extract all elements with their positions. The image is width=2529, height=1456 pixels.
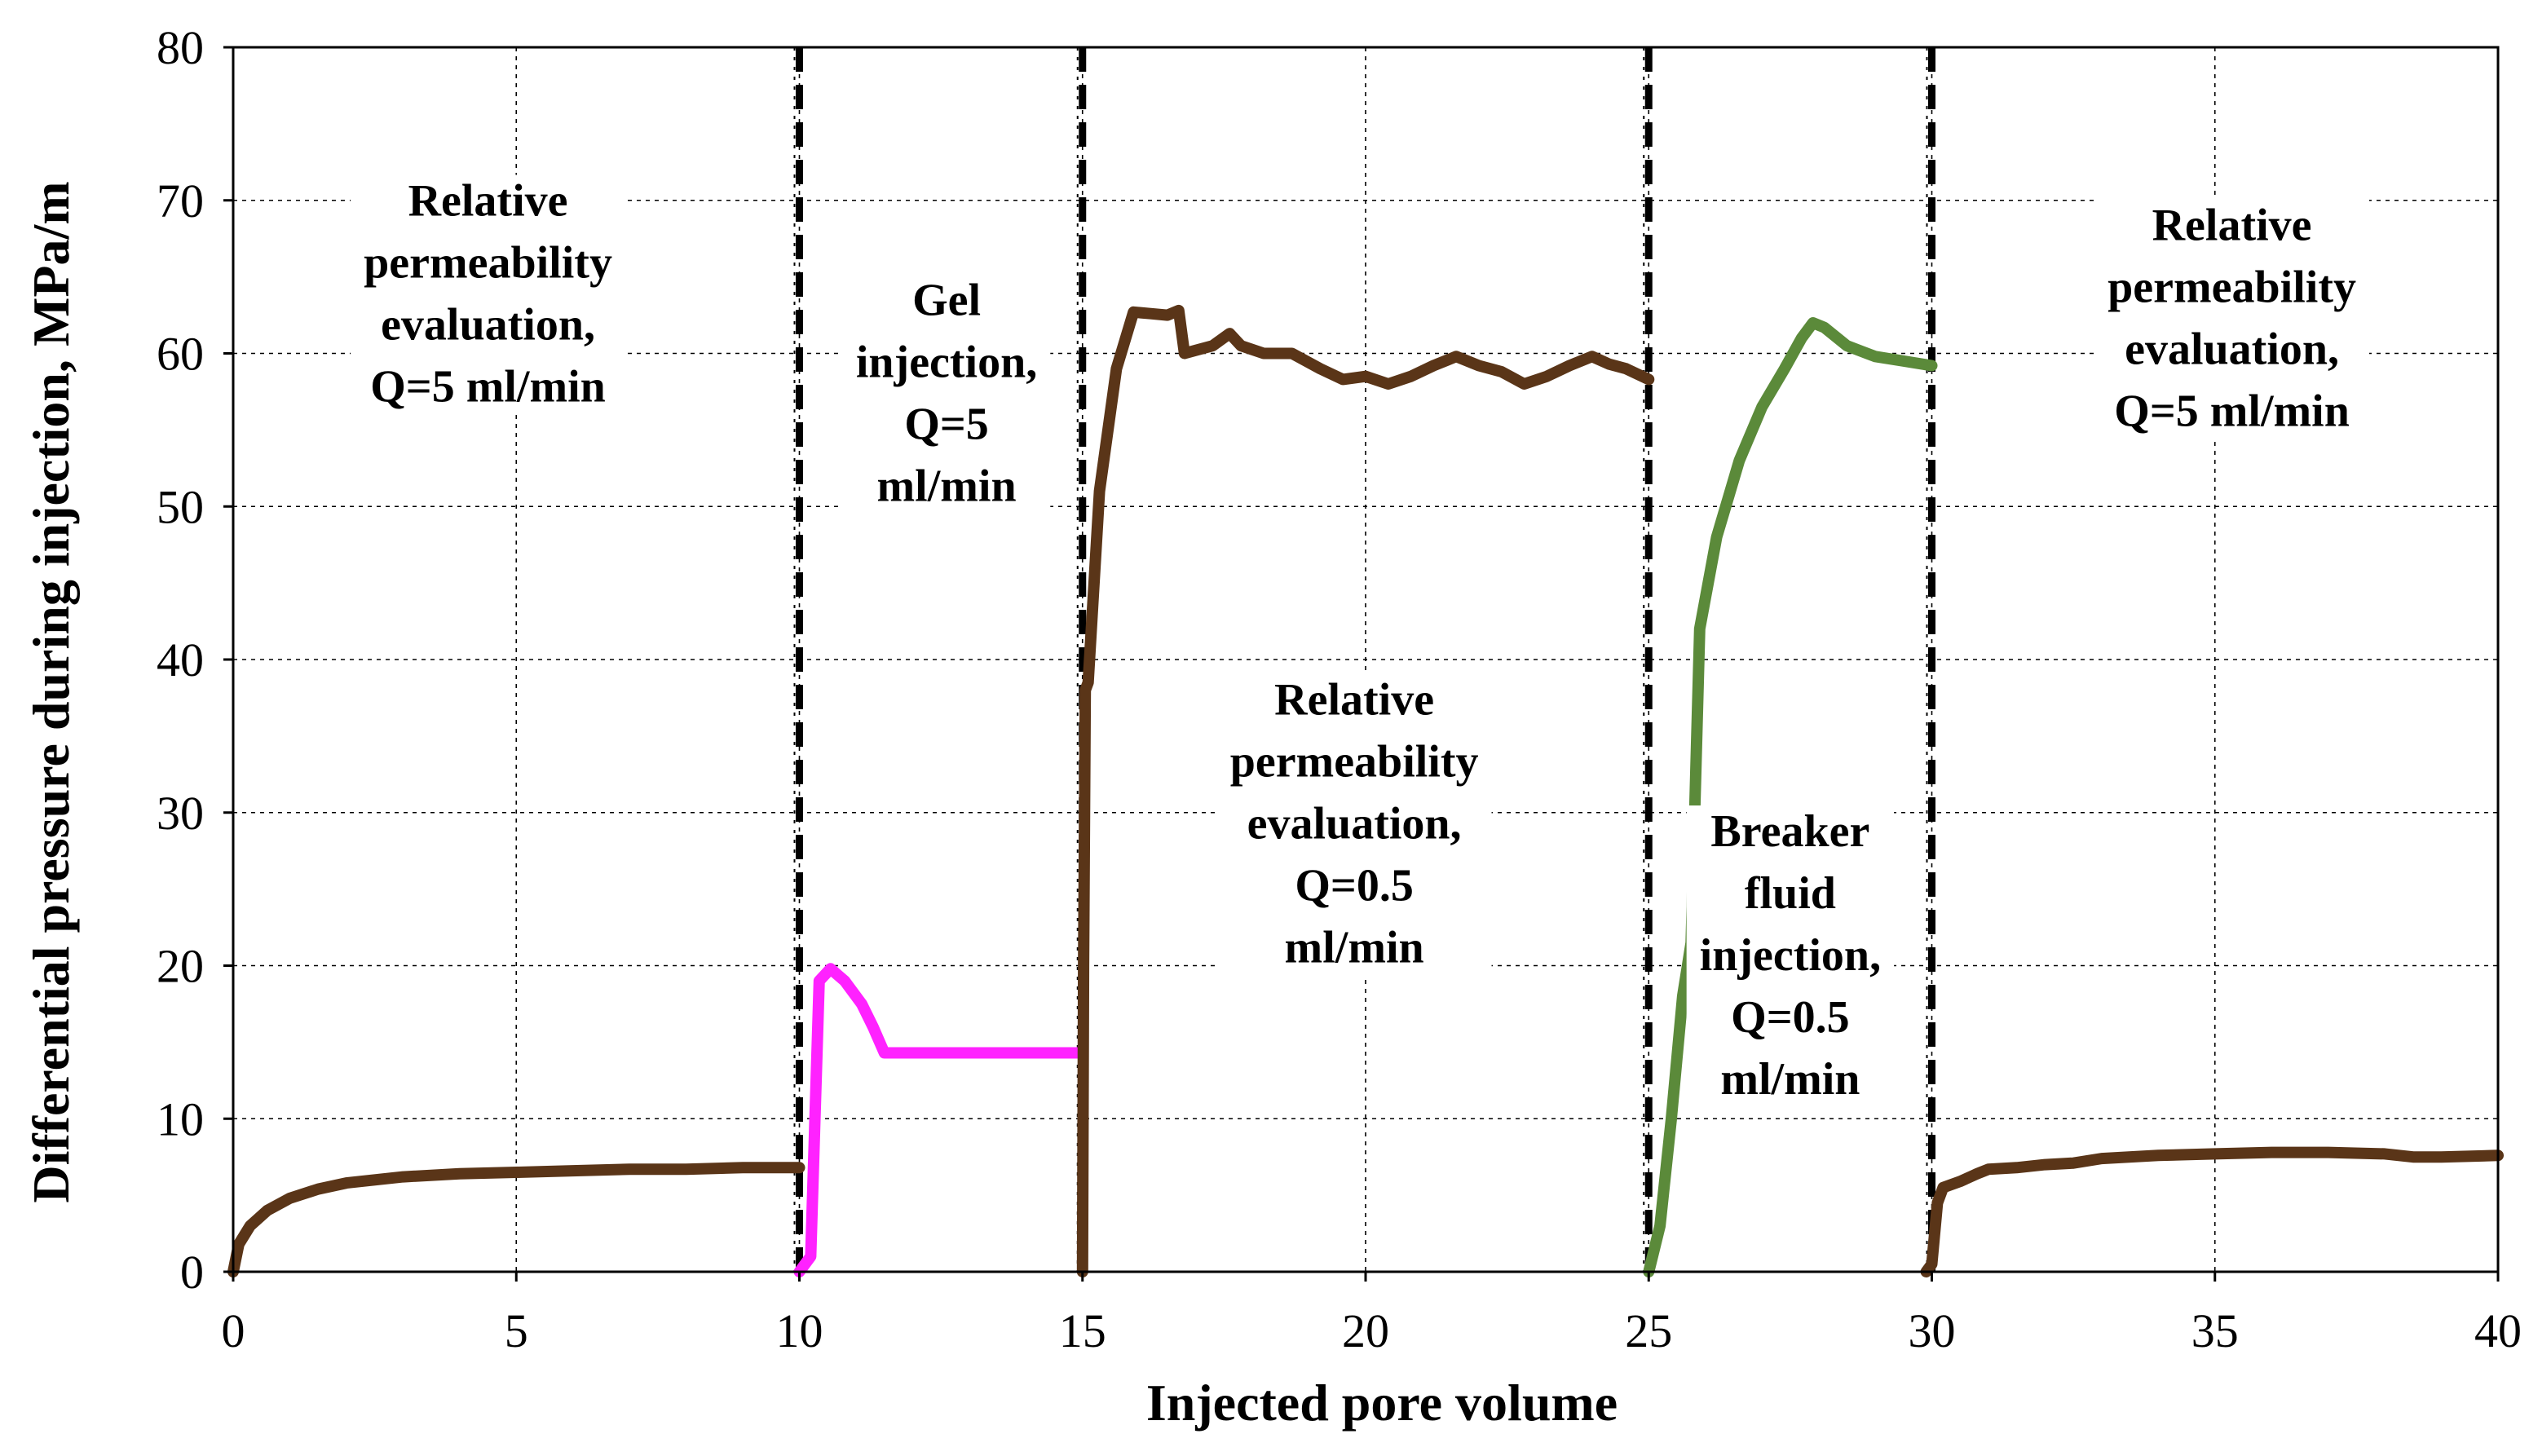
x-tick-label-25: 25 (1625, 1304, 1672, 1357)
y-tick-label-60: 60 (157, 328, 204, 381)
x-tick-label-40: 40 (2474, 1304, 2522, 1357)
y-tick-label-10: 10 (157, 1092, 204, 1145)
annotation-line: Q=0.5 (1731, 992, 1849, 1043)
annotation-line: ml/min (1720, 1054, 1860, 1105)
x-tick-label-10: 10 (776, 1304, 823, 1357)
y-tick-label-40: 40 (157, 633, 204, 686)
annotation-line: ml/min (1285, 923, 1424, 973)
annotation-line: Relative (1274, 675, 1434, 726)
annotation-line: Q=5 ml/min (370, 362, 606, 413)
annotation-line: ml/min (877, 461, 1017, 512)
annotation-line: evaluation, (2125, 324, 2339, 375)
annotation-line: permeability (2108, 263, 2356, 313)
annotation-line: Q=5 (904, 399, 988, 450)
x-axis-title: Injected pore volume (1146, 1374, 1618, 1432)
series-line-4 (1643, 317, 1938, 1277)
y-tick-label-0: 0 (180, 1246, 204, 1299)
annotation-line: evaluation, (1247, 799, 1462, 849)
annotation-line: injection, (1700, 930, 1881, 981)
y-tick-label-70: 70 (157, 174, 204, 227)
annotation-bg-phase4 (1686, 805, 1895, 1108)
series-line-1 (227, 1162, 805, 1277)
y-tick-label-30: 30 (157, 787, 204, 840)
annotation-phase5: Relative permeability evaluation, Q=5 ml/mi… (2094, 199, 2369, 439)
annotation-line: evaluation, (381, 300, 595, 351)
annotation-line: Gel (912, 276, 981, 326)
annotation-bg-phase5 (2094, 199, 2369, 439)
x-tick-label-30: 30 (1909, 1304, 1956, 1357)
annotation-line: Relative (408, 176, 568, 227)
y-tick-label-50: 50 (157, 480, 204, 533)
annotation-bg-phase3 (1216, 673, 1492, 976)
annotation-line: fluid (1745, 868, 1836, 919)
x-tick-label-15: 15 (1059, 1304, 1106, 1357)
x-tick-label-5: 5 (505, 1304, 528, 1357)
annotation-bg-phase2 (842, 274, 1051, 514)
y-tick-label-20: 20 (157, 940, 204, 993)
series-line-5 (1920, 1146, 2504, 1277)
annotation-line: permeability (1230, 737, 1479, 788)
annotation-line: Q=5 ml/min (2114, 386, 2350, 437)
annotation-phase1: Relative permeability evaluation, Q=5 ml/mi… (351, 174, 625, 415)
y-axis-title: Differential pressure during injection, … (22, 181, 80, 1202)
x-tick-label-0: 0 (222, 1304, 245, 1357)
y-tick-label-80: 80 (157, 21, 204, 74)
annotation-bg-phase1 (351, 174, 625, 415)
annotation-line: Breaker (1710, 806, 1869, 857)
annotation-phase4: Breaker fluid injection, Q=0.5 ml/min (1686, 805, 1895, 1108)
annotation-line: injection, (856, 338, 1037, 388)
phase-annotations: Relative permeability evaluation, Q=5 ml/mi… (351, 174, 2369, 1108)
annotation-phase3: Relative permeability evaluation, Q=0.5 ml/m… (1216, 673, 1492, 976)
series-line-3 (1076, 304, 1655, 1277)
x-tick-label-35: 35 (2191, 1304, 2239, 1357)
annotation-phase2: Gel injection, Q=5 ml/min (842, 274, 1051, 514)
x-tick-label-20: 20 (1342, 1304, 1389, 1357)
annotation-line: Q=0.5 (1295, 861, 1413, 911)
annotation-line: permeability (364, 238, 612, 289)
series-line-2 (793, 963, 1088, 1277)
annotation-line: Relative (2152, 201, 2312, 251)
axis-ticks: 0 5 10 15 20 25 30 35 40 0 10 20 30 40 50 60 70 80 (157, 21, 2522, 1357)
series-lines (227, 304, 2504, 1277)
